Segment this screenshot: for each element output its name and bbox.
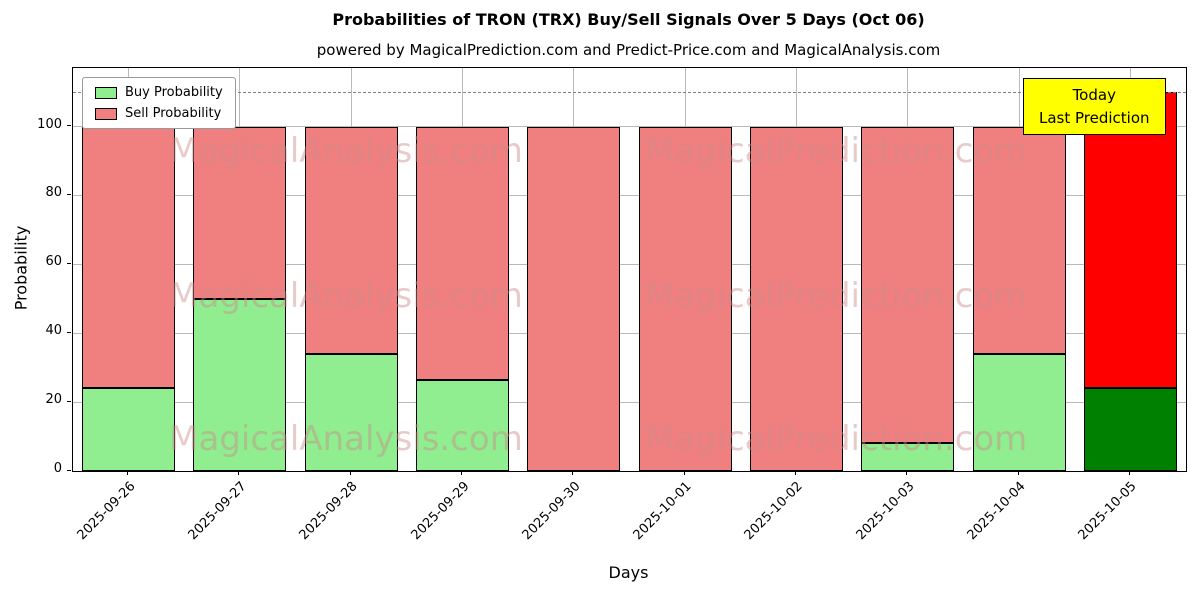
bar-sell-segment bbox=[527, 126, 621, 471]
bar-sell-segment bbox=[416, 126, 510, 380]
x-tick-mark bbox=[572, 471, 574, 475]
x-tick-mark bbox=[349, 471, 351, 475]
gridline bbox=[73, 263, 1186, 265]
bar-sell-segment bbox=[972, 126, 1066, 354]
bar-sell-segment bbox=[749, 126, 843, 471]
x-tick-mark bbox=[794, 471, 796, 475]
legend: Buy Probability Sell Probability bbox=[82, 77, 236, 129]
x-tick-mark bbox=[127, 471, 129, 475]
bar-sell-segment bbox=[193, 126, 287, 299]
x-tick-mark bbox=[238, 471, 240, 475]
legend-label: Sell Probability bbox=[125, 106, 222, 121]
bar-buy-segment bbox=[193, 298, 287, 471]
bar-buy-segment bbox=[82, 388, 176, 471]
bar-sell-segment bbox=[82, 126, 176, 389]
gridline bbox=[73, 332, 1186, 334]
bar-sell-segment bbox=[304, 126, 398, 354]
bar-buy-segment-today bbox=[1083, 388, 1177, 471]
y-tick-mark bbox=[67, 193, 71, 195]
plot-area: Buy Probability Sell Probability Today La… bbox=[72, 67, 1187, 472]
x-axis-label: Days bbox=[608, 563, 649, 582]
legend-swatch bbox=[95, 86, 117, 99]
chart-title: Probabilities of TRON (TRX) Buy/Sell Sig… bbox=[332, 10, 925, 29]
x-tick-mark bbox=[461, 471, 463, 475]
y-tick-label: 60 bbox=[45, 254, 62, 270]
today-annotation: Today Last Prediction bbox=[1023, 78, 1166, 135]
y-tick-label: 100 bbox=[37, 116, 62, 132]
bar-buy-segment bbox=[972, 353, 1066, 471]
chart-subtitle: powered by MagicalPrediction.com and Pre… bbox=[316, 41, 941, 59]
y-tick-mark bbox=[67, 125, 71, 127]
bar-sell-segment-today bbox=[1083, 92, 1177, 389]
y-tick-label: 20 bbox=[45, 392, 62, 408]
gridline bbox=[73, 194, 1186, 196]
x-tick-mark bbox=[683, 471, 685, 475]
gridline bbox=[73, 126, 1186, 128]
x-tick-mark bbox=[906, 471, 908, 475]
legend-swatch bbox=[95, 107, 117, 120]
bar-buy-segment bbox=[416, 379, 510, 471]
threshold-line bbox=[73, 92, 1186, 94]
bar-sell-segment bbox=[861, 126, 955, 444]
y-tick-mark bbox=[67, 469, 71, 471]
bar-sell-segment bbox=[638, 126, 732, 471]
y-tick-label: 40 bbox=[45, 323, 62, 339]
legend-label: Buy Probability bbox=[125, 85, 223, 100]
annotation-line1: Today bbox=[1072, 86, 1116, 104]
y-tick-mark bbox=[67, 331, 71, 333]
y-tick-label: 0 bbox=[53, 461, 62, 476]
gridline bbox=[73, 401, 1186, 403]
x-tick-mark bbox=[1128, 471, 1130, 475]
legend-entry: Buy Probability bbox=[95, 85, 223, 100]
bar-buy-segment bbox=[304, 353, 398, 471]
x-tick-mark bbox=[1017, 471, 1019, 475]
y-tick-mark bbox=[67, 400, 71, 402]
y-tick-mark bbox=[67, 262, 71, 264]
annotation-line2: Last Prediction bbox=[1039, 108, 1150, 127]
legend-entry: Sell Probability bbox=[95, 106, 223, 121]
y-tick-label: 80 bbox=[45, 185, 62, 201]
bar-buy-segment bbox=[861, 443, 955, 471]
